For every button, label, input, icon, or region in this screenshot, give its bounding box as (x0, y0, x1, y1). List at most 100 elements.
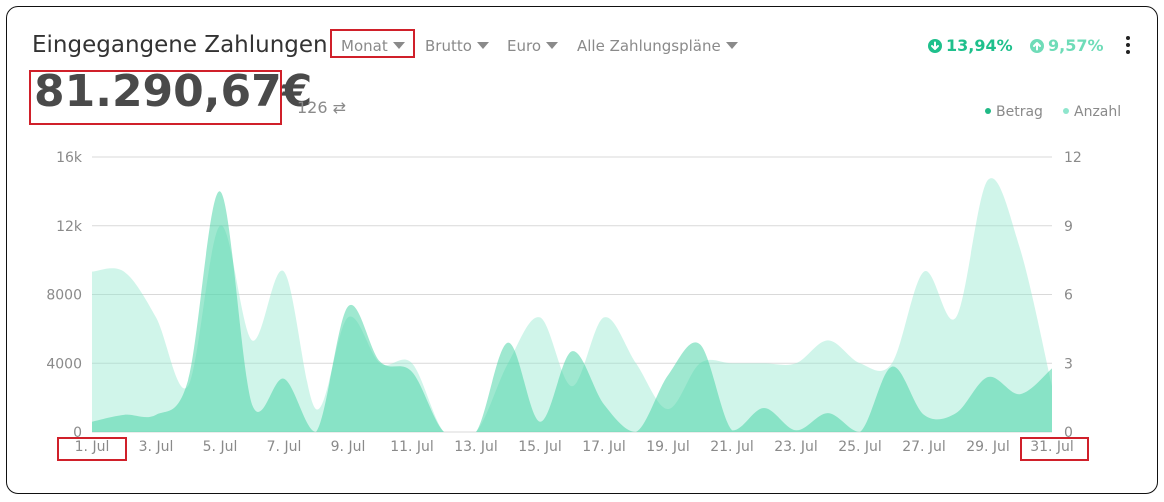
series-betrag-point (219, 190, 221, 192)
series-betrag-point (731, 429, 733, 431)
highlight-total-amount (29, 70, 282, 125)
series-betrag-point (1019, 393, 1021, 395)
series-betrag-point (507, 342, 509, 344)
y-right-tick-label: 9 (1064, 219, 1073, 235)
legend-item-anzahl[interactable]: Anzahl (1063, 104, 1121, 120)
y-left-tick-label: 4000 (46, 356, 82, 372)
kpi-up-value: 9,57% (1048, 36, 1104, 55)
x-tick-label: 19. Jul (646, 439, 690, 455)
series-anzahl-point (699, 362, 701, 364)
series-anzahl-point (443, 431, 445, 433)
page-title: Eingegangene Zahlungen (32, 32, 328, 58)
x-tick-label: 11. Jul (390, 439, 434, 455)
series-anzahl-point (603, 316, 605, 318)
series-betrag-point (603, 404, 605, 406)
y-right-tick-label: 3 (1064, 356, 1073, 372)
series-anzahl-point (155, 316, 157, 318)
series-betrag-point (123, 414, 125, 416)
y-left-tick-label: 0 (73, 425, 82, 441)
series-anzahl-point (123, 271, 125, 273)
arrow-down-circle-icon (928, 39, 942, 53)
highlight-last-tick (1020, 437, 1089, 461)
caret-down-icon (546, 42, 558, 49)
series-anzahl-point (859, 362, 861, 364)
y-right-tick-label: 0 (1064, 425, 1073, 441)
series-betrag-point (155, 414, 157, 416)
x-tick-label: 1. Jul (75, 439, 110, 455)
x-tick-label: 31. Jul (1030, 439, 1074, 455)
series-anzahl-point (475, 431, 477, 433)
series-anzahl-point (347, 316, 349, 318)
series-betrag-point (91, 421, 93, 423)
kpi-down-value: 13,94% (946, 36, 1013, 55)
gross-dropdown[interactable]: Brutto (425, 37, 489, 55)
highlight-period-dropdown (330, 29, 415, 58)
gross-dropdown-label: Brutto (425, 37, 472, 55)
series-betrag-point (635, 431, 637, 433)
highlight-first-tick (57, 437, 127, 461)
series-anzahl-point (667, 408, 669, 410)
legend-dot (1063, 108, 1069, 114)
y-left-tick-label: 8000 (46, 288, 82, 304)
transaction-count: 126 ⇄ (297, 98, 346, 117)
series-betrag-point (283, 378, 285, 380)
x-tick-label: 13. Jul (454, 439, 498, 455)
series-anzahl-point (571, 385, 573, 387)
series-betrag-point (859, 431, 861, 433)
transfer-icon: ⇄ (332, 98, 347, 117)
series-betrag-point (891, 366, 893, 368)
series-betrag-point (763, 407, 765, 409)
legend-label: Betrag (996, 104, 1043, 120)
x-tick-label: 9. Jul (331, 439, 366, 455)
series-anzahl-point (315, 408, 317, 410)
kpi-down: 13,94% (928, 36, 1013, 55)
series-anzahl-point (379, 362, 381, 364)
x-tick-label: 15. Jul (518, 439, 562, 455)
series-betrag-point (571, 350, 573, 352)
series-betrag-point (987, 376, 989, 378)
legend-dot (985, 108, 991, 114)
series-betrag-point (379, 361, 381, 363)
x-tick-label: 17. Jul (582, 439, 626, 455)
series-anzahl-point (411, 362, 413, 364)
arrow-up-circle-icon (1030, 39, 1044, 53)
series-betrag-point (667, 374, 669, 376)
series-anzahl-point (1051, 385, 1053, 387)
period-dropdown[interactable]: Monat (341, 37, 405, 55)
x-tick-label: 5. Jul (203, 439, 238, 455)
x-tick-label: 29. Jul (966, 439, 1010, 455)
currency-dropdown-label: Euro (507, 37, 541, 55)
series-anzahl-point (219, 225, 221, 227)
transaction-count-value: 126 (297, 98, 328, 117)
series-anzahl-point (507, 362, 509, 364)
y-right-tick-label: 12 (1064, 150, 1082, 166)
x-tick-label: 7. Jul (267, 439, 302, 455)
legend-label: Anzahl (1074, 104, 1122, 120)
currency-dropdown[interactable]: Euro (507, 37, 558, 55)
total-amount: 81.290,67€ (34, 66, 313, 117)
series-betrag-area (92, 191, 1052, 432)
series-anzahl-point (987, 179, 989, 181)
period-dropdown-label: Monat (341, 37, 388, 55)
caret-down-icon (476, 42, 489, 49)
series-anzahl-point (763, 362, 765, 364)
series-anzahl-point (91, 271, 93, 273)
series-betrag-point (187, 379, 189, 381)
series-betrag-point (411, 371, 413, 373)
payment-plans-dropdown[interactable]: Alle Zahlungspläne (577, 37, 738, 55)
x-tick-label: 3. Jul (139, 439, 174, 455)
series-betrag-point (955, 412, 957, 414)
x-tick-label: 21. Jul (710, 439, 754, 455)
caret-down-icon (392, 42, 405, 49)
payments-card (6, 6, 1158, 494)
x-tick-label: 23. Jul (774, 439, 818, 455)
series-betrag-point (923, 414, 925, 416)
series-anzahl-point (283, 271, 285, 273)
legend-item-betrag[interactable]: Betrag (985, 104, 1043, 120)
series-betrag-point (539, 421, 541, 423)
kpi-up: 9,57% (1030, 36, 1104, 55)
more-options-icon[interactable] (1125, 36, 1131, 56)
series-anzahl-point (731, 362, 733, 364)
y-right-tick-label: 6 (1064, 288, 1073, 304)
